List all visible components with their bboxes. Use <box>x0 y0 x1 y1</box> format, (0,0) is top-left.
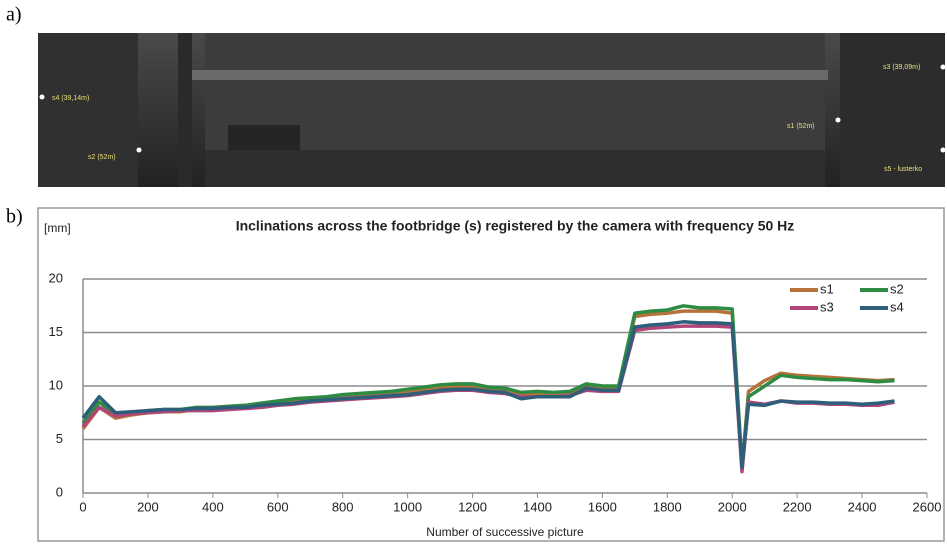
x-tick-label: 1400 <box>523 499 552 514</box>
figure: a) b) Inclinations across the footbridge… <box>0 0 947 542</box>
photo-label: s3 (39,09m) <box>883 64 920 71</box>
x-tick-label: 2400 <box>848 499 877 514</box>
target-spot <box>941 65 946 70</box>
legend-label: s1 <box>820 281 834 296</box>
x-tick-label: 1000 <box>393 499 422 514</box>
target-spot <box>137 148 142 153</box>
photo-label: s5 - lusterko <box>884 166 922 173</box>
x-tick-label: 1600 <box>588 499 617 514</box>
photo-label: s4 (39,14m) <box>52 95 89 102</box>
x-tick-label: 2200 <box>783 499 812 514</box>
legend-label: s3 <box>820 299 834 314</box>
x-tick-label: 200 <box>137 499 159 514</box>
x-tick-label: 1200 <box>458 499 487 514</box>
series-line <box>83 326 895 472</box>
y-tick-label: 20 <box>49 270 63 285</box>
y-tick-label: 0 <box>56 484 63 499</box>
x-tick-label: 1800 <box>653 499 682 514</box>
x-tick-label: 800 <box>332 499 354 514</box>
panel-label: a) <box>6 4 22 26</box>
photo-label: s2 (52m) <box>88 154 116 161</box>
x-tick-label: 400 <box>202 499 224 514</box>
x-axis-label: Number of successive picture <box>426 525 584 539</box>
x-tick-label: 2000 <box>718 499 747 514</box>
legend-label: s2 <box>890 281 904 296</box>
target-spot <box>836 118 841 123</box>
panel-label: b) <box>6 206 23 228</box>
photo-label: s1 (52m) <box>787 123 815 130</box>
x-tick-label: 0 <box>79 499 86 514</box>
target-spot <box>941 148 946 153</box>
x-tick-label: 600 <box>267 499 289 514</box>
photo <box>38 33 945 187</box>
y-tick-label: 15 <box>49 324 63 339</box>
y-tick-label: 5 <box>56 431 63 446</box>
target-spot <box>40 95 45 100</box>
series-line <box>83 322 895 468</box>
y-axis-label: [mm] <box>44 221 71 235</box>
y-tick-label: 10 <box>49 377 63 392</box>
legend-label: s4 <box>890 299 904 314</box>
x-tick-label: 2600 <box>913 499 942 514</box>
chart-title: Inclinations across the footbridge (s) r… <box>236 218 795 234</box>
